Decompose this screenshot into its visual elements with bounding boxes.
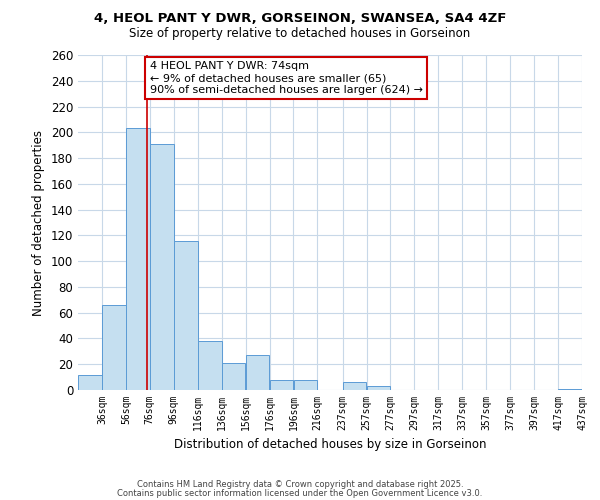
Bar <box>198 341 221 390</box>
Bar <box>558 388 582 390</box>
Bar <box>293 380 317 390</box>
Bar <box>174 240 197 390</box>
Text: Contains public sector information licensed under the Open Government Licence v3: Contains public sector information licen… <box>118 488 482 498</box>
Bar <box>269 380 293 390</box>
Text: Contains HM Land Registry data © Crown copyright and database right 2025.: Contains HM Land Registry data © Crown c… <box>137 480 463 489</box>
Bar <box>150 144 173 390</box>
Bar <box>102 305 126 390</box>
X-axis label: Distribution of detached houses by size in Gorseinon: Distribution of detached houses by size … <box>174 438 486 452</box>
Bar <box>246 355 269 390</box>
Bar <box>78 374 102 390</box>
Text: 4 HEOL PANT Y DWR: 74sqm
← 9% of detached houses are smaller (65)
90% of semi-de: 4 HEOL PANT Y DWR: 74sqm ← 9% of detache… <box>150 62 423 94</box>
Text: 4, HEOL PANT Y DWR, GORSEINON, SWANSEA, SA4 4ZF: 4, HEOL PANT Y DWR, GORSEINON, SWANSEA, … <box>94 12 506 26</box>
Bar <box>343 382 367 390</box>
Bar <box>367 386 391 390</box>
Bar <box>222 363 245 390</box>
Bar <box>126 128 150 390</box>
Y-axis label: Number of detached properties: Number of detached properties <box>32 130 45 316</box>
Text: Size of property relative to detached houses in Gorseinon: Size of property relative to detached ho… <box>130 28 470 40</box>
